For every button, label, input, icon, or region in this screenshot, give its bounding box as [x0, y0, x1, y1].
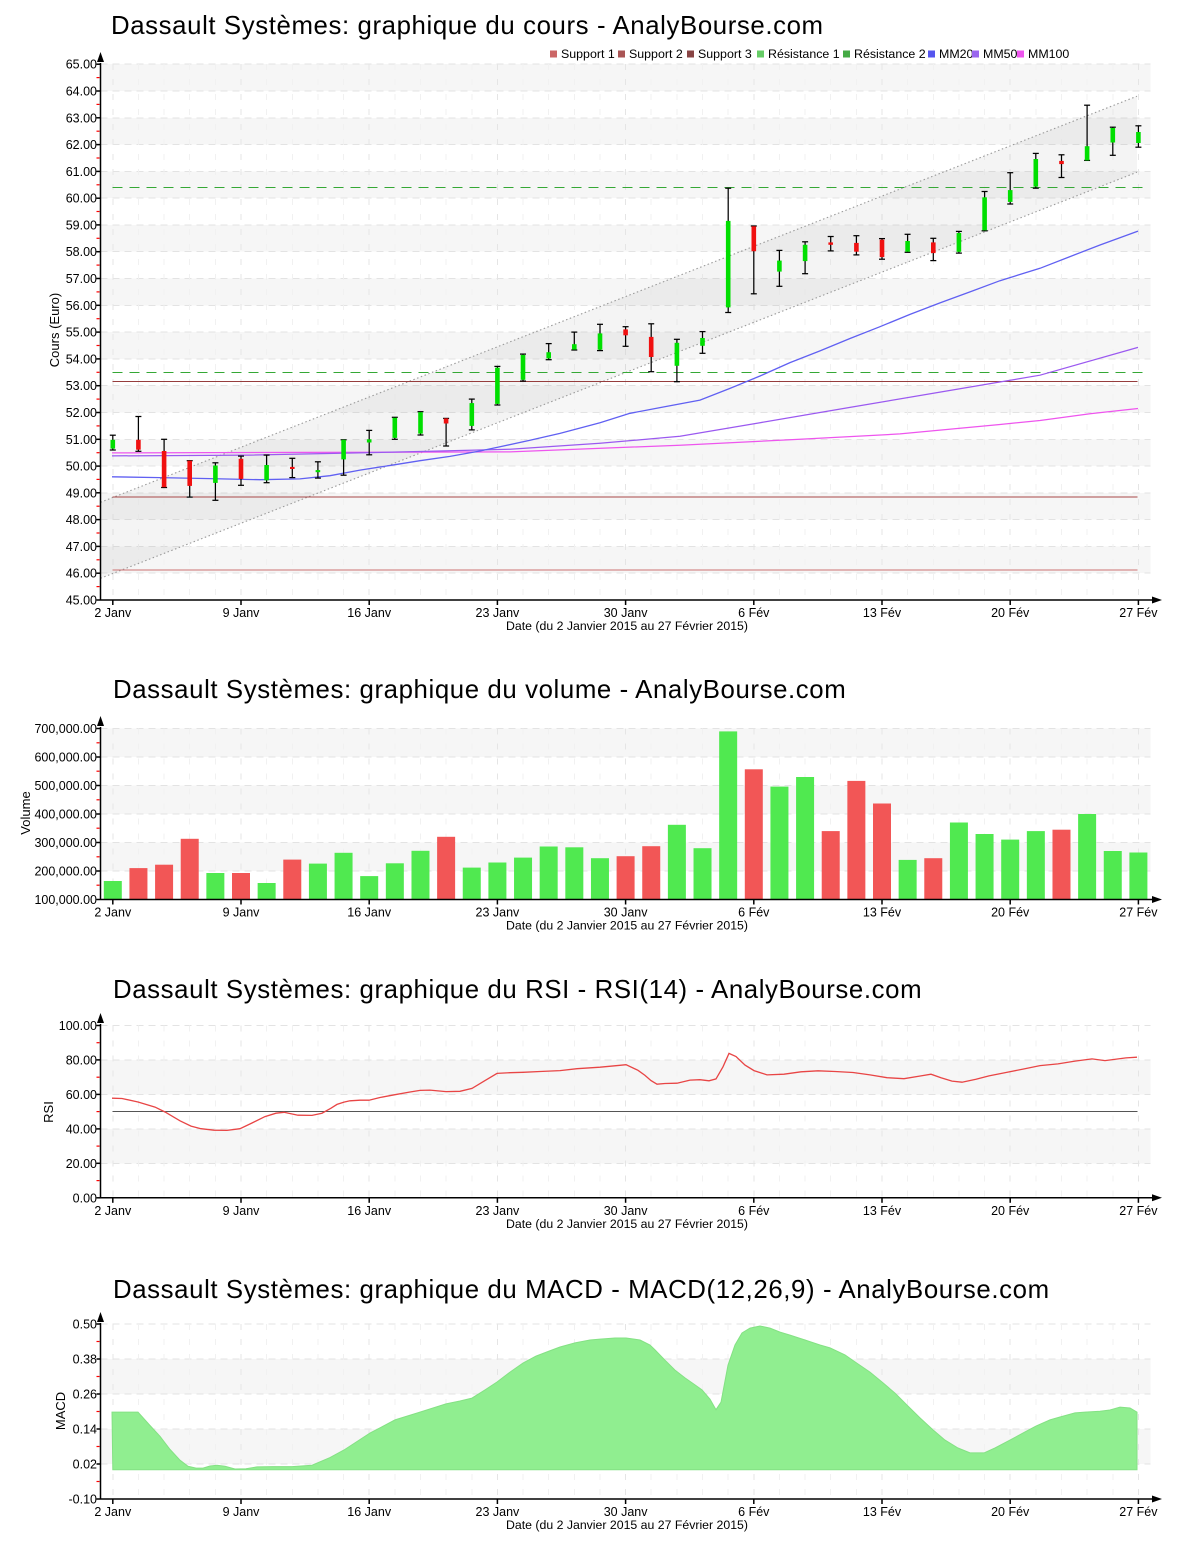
svg-text:2 Janv: 2 Janv: [94, 906, 132, 920]
svg-text:Date (du 2 Janvier 2015 au 27: Date (du 2 Janvier 2015 au 27 Février 20…: [506, 919, 748, 933]
svg-text:16 Janv: 16 Janv: [347, 1505, 392, 1519]
svg-text:23 Janv: 23 Janv: [476, 1204, 521, 1218]
svg-text:64.00: 64.00: [66, 85, 97, 99]
svg-text:27 Fév: 27 Fév: [1119, 1505, 1158, 1519]
svg-text:30 Janv: 30 Janv: [604, 606, 649, 620]
svg-text:Support 2: Support 2: [629, 47, 683, 61]
svg-text:Résistance 1: Résistance 1: [768, 47, 840, 61]
svg-text:Dassault Systèmes: graphique d: Dassault Systèmes: graphique du MACD - M…: [113, 1276, 1050, 1304]
svg-text:80.00: 80.00: [66, 1053, 97, 1067]
svg-text:58.00: 58.00: [66, 245, 97, 259]
svg-text:-0.10: -0.10: [69, 1493, 98, 1507]
svg-text:0.14: 0.14: [73, 1423, 97, 1437]
svg-text:50.00: 50.00: [66, 460, 97, 474]
svg-text:100.00: 100.00: [59, 1019, 97, 1033]
svg-text:23 Janv: 23 Janv: [476, 606, 521, 620]
svg-text:23 Janv: 23 Janv: [476, 1505, 521, 1519]
svg-text:30 Janv: 30 Janv: [604, 1505, 649, 1519]
svg-text:57.00: 57.00: [66, 272, 97, 286]
svg-text:2 Janv: 2 Janv: [94, 1505, 132, 1519]
svg-text:0.50: 0.50: [73, 1318, 97, 1332]
svg-text:40.00: 40.00: [66, 1122, 97, 1136]
svg-text:27 Fév: 27 Fév: [1119, 1204, 1158, 1218]
svg-text:61.00: 61.00: [66, 165, 97, 179]
svg-text:46.00: 46.00: [66, 567, 97, 581]
svg-text:MM100: MM100: [1028, 47, 1069, 61]
svg-text:Dassault Systèmes: graphique d: Dassault Systèmes: graphique du RSI - RS…: [113, 976, 922, 1004]
svg-text:9 Janv: 9 Janv: [223, 1505, 261, 1519]
svg-text:9 Janv: 9 Janv: [223, 906, 261, 920]
svg-text:27 Fév: 27 Fév: [1119, 606, 1158, 620]
svg-text:Dassault Systèmes: graphique d: Dassault Systèmes: graphique du volume -…: [113, 676, 846, 704]
svg-text:16 Janv: 16 Janv: [347, 606, 392, 620]
svg-text:Support 3: Support 3: [698, 47, 752, 61]
svg-text:20 Fév: 20 Fév: [991, 1204, 1030, 1218]
svg-text:65.00: 65.00: [66, 58, 97, 72]
svg-text:MM20: MM20: [939, 47, 974, 61]
svg-text:53.00: 53.00: [66, 379, 97, 393]
svg-text:Résistance 2: Résistance 2: [854, 47, 926, 61]
svg-text:500,000.00: 500,000.00: [34, 779, 97, 793]
svg-text:600,000.00: 600,000.00: [34, 751, 97, 765]
svg-text:23 Janv: 23 Janv: [476, 906, 521, 920]
svg-text:0.00: 0.00: [73, 1191, 97, 1205]
svg-text:2 Janv: 2 Janv: [94, 1204, 132, 1218]
svg-text:13 Fév: 13 Fév: [863, 906, 902, 920]
svg-text:100,000.00: 100,000.00: [34, 893, 97, 907]
svg-text:51.00: 51.00: [66, 433, 97, 447]
svg-text:13 Fév: 13 Fév: [863, 1204, 902, 1218]
svg-text:6 Fév: 6 Fév: [738, 606, 770, 620]
svg-text:Date (du 2 Janvier 2015 au 27: Date (du 2 Janvier 2015 au 27 Février 20…: [506, 1217, 748, 1231]
svg-text:30 Janv: 30 Janv: [604, 1204, 649, 1218]
svg-text:300,000.00: 300,000.00: [34, 836, 97, 850]
svg-text:20.00: 20.00: [66, 1157, 97, 1171]
svg-text:20 Fév: 20 Fév: [991, 1505, 1030, 1519]
svg-text:55.00: 55.00: [66, 326, 97, 340]
svg-text:700,000.00: 700,000.00: [34, 722, 97, 736]
svg-text:Support 1: Support 1: [561, 47, 615, 61]
svg-text:RSI: RSI: [41, 1101, 56, 1123]
svg-text:13 Fév: 13 Fév: [863, 606, 902, 620]
svg-text:49.00: 49.00: [66, 486, 97, 500]
svg-text:200,000.00: 200,000.00: [34, 865, 97, 879]
svg-text:16 Janv: 16 Janv: [347, 906, 392, 920]
svg-text:2 Janv: 2 Janv: [94, 606, 132, 620]
svg-text:63.00: 63.00: [66, 111, 97, 125]
svg-text:Volume: Volume: [18, 791, 33, 834]
svg-text:6 Fév: 6 Fév: [738, 1505, 770, 1519]
svg-text:MM50: MM50: [983, 47, 1018, 61]
svg-text:Date (du 2 Janvier 2015 au 27: Date (du 2 Janvier 2015 au 27 Février 20…: [506, 1518, 748, 1532]
svg-text:60.00: 60.00: [66, 1088, 97, 1102]
svg-text:45.00: 45.00: [66, 594, 97, 608]
svg-text:0.26: 0.26: [73, 1388, 97, 1402]
svg-text:20 Fév: 20 Fév: [991, 906, 1030, 920]
svg-text:56.00: 56.00: [66, 299, 97, 313]
svg-text:16 Janv: 16 Janv: [347, 1204, 392, 1218]
svg-text:0.38: 0.38: [73, 1353, 97, 1367]
svg-text:60.00: 60.00: [66, 192, 97, 206]
svg-text:48.00: 48.00: [66, 513, 97, 527]
svg-text:400,000.00: 400,000.00: [34, 808, 97, 822]
svg-text:54.00: 54.00: [66, 352, 97, 366]
svg-text:6 Fév: 6 Fév: [738, 1204, 770, 1218]
svg-text:Cours (Euro): Cours (Euro): [47, 293, 62, 367]
svg-text:27 Fév: 27 Fév: [1119, 906, 1158, 920]
svg-text:Date (du 2 Janvier 2015 au 27: Date (du 2 Janvier 2015 au 27 Février 20…: [506, 619, 748, 633]
svg-text:52.00: 52.00: [66, 406, 97, 420]
svg-text:62.00: 62.00: [66, 138, 97, 152]
svg-text:13 Fév: 13 Fév: [863, 1505, 902, 1519]
svg-text:MACD: MACD: [53, 1392, 68, 1430]
svg-text:0.02: 0.02: [73, 1458, 97, 1472]
svg-text:30 Janv: 30 Janv: [604, 906, 649, 920]
svg-text:Dassault Systèmes: graphique d: Dassault Systèmes: graphique du cours - …: [111, 12, 824, 40]
svg-text:47.00: 47.00: [66, 540, 97, 554]
svg-text:20 Fév: 20 Fév: [991, 606, 1030, 620]
svg-text:59.00: 59.00: [66, 218, 97, 232]
svg-text:6 Fév: 6 Fév: [738, 906, 770, 920]
svg-text:9 Janv: 9 Janv: [223, 606, 261, 620]
svg-text:9 Janv: 9 Janv: [223, 1204, 261, 1218]
